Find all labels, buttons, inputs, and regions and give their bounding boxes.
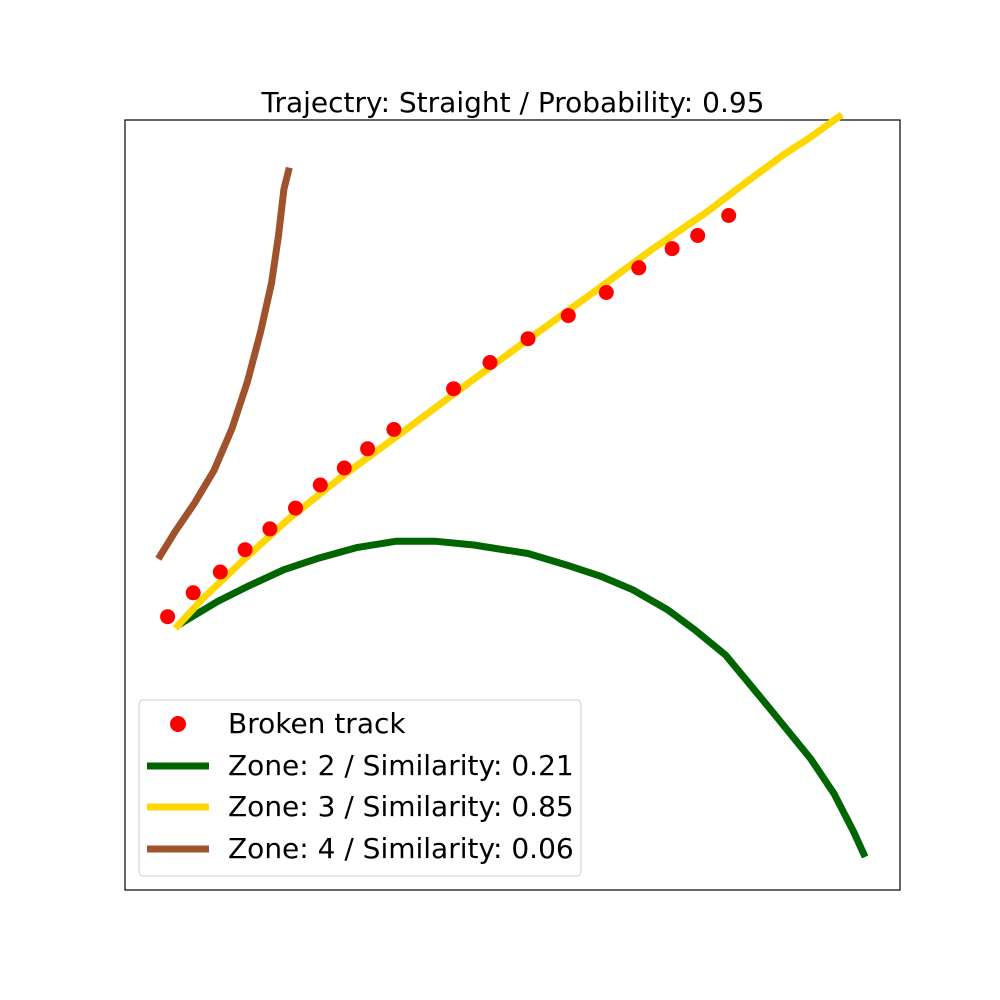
data-point-broken-track-11	[482, 355, 498, 370]
series-points-layer	[160, 208, 737, 625]
legend-label-broken-track: Broken track	[228, 707, 406, 740]
data-point-broken-track-16	[664, 241, 680, 257]
legend-marker-broken-track	[170, 716, 186, 732]
data-point-broken-track-13	[560, 308, 576, 324]
data-point-broken-track-0	[160, 609, 176, 625]
data-point-broken-track-9	[386, 422, 402, 437]
data-point-broken-track-15	[631, 260, 647, 276]
legend-label-zone-2: Zone: 2 / Similarity: 0.21	[228, 749, 574, 782]
data-point-broken-track-12	[520, 331, 536, 347]
data-point-broken-track-2	[212, 564, 228, 580]
data-point-broken-track-18	[721, 208, 737, 223]
data-point-broken-track-7	[336, 460, 352, 476]
data-point-broken-track-5	[288, 500, 303, 516]
series-line-zone-4-similarity-0-06	[155, 166, 293, 561]
data-point-broken-track-6	[312, 477, 328, 493]
data-point-broken-track-14	[598, 285, 614, 300]
data-point-broken-track-10	[446, 381, 462, 397]
legend-label-zone-3: Zone: 3 / Similarity: 0.85	[228, 790, 574, 823]
series-line-zone-2-similarity-0-21	[177, 537, 869, 859]
chart-title: Trajectry: Straight / Probability: 0.95	[260, 86, 764, 119]
data-point-broken-track-4	[262, 521, 278, 537]
legend-frame	[138, 699, 582, 877]
data-point-broken-track-17	[690, 228, 706, 243]
legend: Broken track Zone: 2 / Similarity: 0.21 …	[138, 699, 582, 877]
data-point-broken-track-3	[237, 542, 253, 558]
data-point-broken-track-1	[185, 585, 201, 601]
legend-label-zone-4: Zone: 4 / Similarity: 0.06	[228, 832, 574, 865]
data-point-broken-track-8	[360, 441, 376, 457]
